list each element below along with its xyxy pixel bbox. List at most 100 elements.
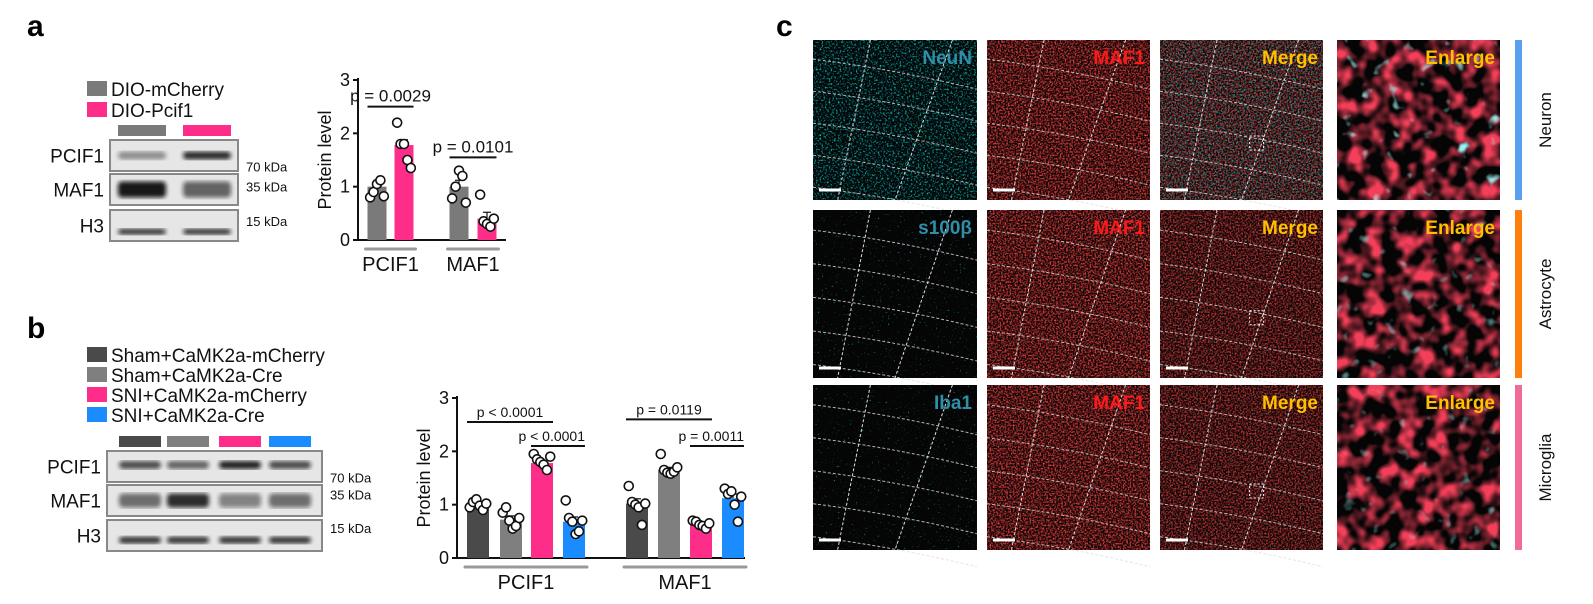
layer-boundary bbox=[1159, 58, 1324, 90]
data-point bbox=[623, 480, 635, 492]
lane-bar bbox=[119, 436, 161, 447]
channel-label: Enlarge bbox=[1425, 393, 1495, 414]
blot-size-label: 15 kDa bbox=[330, 521, 372, 536]
y-tick-label: 2 bbox=[340, 123, 350, 143]
panel-label-a: a bbox=[27, 10, 44, 43]
channel-label: s100β bbox=[918, 218, 972, 239]
legend-swatch bbox=[87, 367, 107, 382]
layer-boundary bbox=[1183, 209, 1218, 379]
layer-boundary bbox=[1010, 384, 1045, 551]
bar bbox=[658, 470, 680, 558]
legend-swatch bbox=[87, 102, 107, 117]
marker-signal bbox=[1160, 40, 1323, 200]
category-label: PCIF1 bbox=[362, 254, 419, 276]
blot-band bbox=[118, 228, 166, 235]
blot-size-label: 35 kDa bbox=[246, 179, 288, 194]
data-point bbox=[457, 170, 468, 182]
blot-band bbox=[118, 151, 166, 160]
blot-protein-label: PCIF1 bbox=[50, 147, 104, 168]
category-label: MAF1 bbox=[446, 254, 499, 276]
layer-boundary bbox=[1010, 39, 1045, 201]
blot-band bbox=[219, 460, 261, 469]
data-point bbox=[726, 486, 737, 497]
lane-bar bbox=[167, 436, 209, 447]
panel-label-c: c bbox=[776, 10, 793, 43]
layer-boundary bbox=[1159, 122, 1324, 154]
blot-band bbox=[269, 493, 311, 508]
bar bbox=[722, 498, 744, 558]
layer-boundary bbox=[1183, 39, 1218, 201]
y-tick-label: 1 bbox=[439, 495, 449, 515]
cell-type-bar bbox=[1515, 210, 1522, 378]
data-point bbox=[488, 213, 500, 224]
legend-label: Sham+CaMK2a-Cre bbox=[111, 366, 283, 387]
bar bbox=[531, 463, 553, 558]
layer-boundary bbox=[986, 330, 1151, 362]
marker-signal bbox=[1160, 385, 1323, 550]
blot-size-label: 35 kDa bbox=[330, 487, 372, 502]
legend-label: DIO-Pcif1 bbox=[111, 101, 193, 122]
p-value-label: p = 0.0119 bbox=[636, 401, 702, 417]
blot-band bbox=[183, 181, 231, 198]
maf1-signal bbox=[987, 210, 1150, 378]
layer-boundary bbox=[812, 58, 978, 90]
layer-boundary bbox=[812, 229, 978, 261]
y-axis-label: Protein level bbox=[315, 110, 335, 209]
zoom-region-box bbox=[1249, 310, 1265, 326]
western-blot-a: PCIF1 70 kDa MAF1 35 kDa H3 15 kDa bbox=[50, 125, 288, 242]
layer-boundary bbox=[986, 296, 1151, 328]
legend-swatch bbox=[87, 407, 107, 422]
y-tick-label: 3 bbox=[340, 70, 350, 90]
y-tick-label: 3 bbox=[439, 388, 449, 408]
data-point bbox=[703, 518, 715, 529]
data-point bbox=[378, 190, 390, 202]
blot-band bbox=[119, 493, 161, 508]
y-tick-label: 1 bbox=[340, 177, 350, 197]
layer-boundary bbox=[1183, 384, 1218, 551]
layer-boundary bbox=[837, 209, 871, 379]
marker-cells bbox=[1337, 40, 1500, 200]
layer-boundary bbox=[1159, 503, 1324, 535]
blot-band bbox=[118, 181, 166, 198]
blot-protein-label: H3 bbox=[77, 527, 101, 548]
data-point bbox=[576, 515, 588, 526]
legend-b: Sham+CaMK2a-mCherry Sham+CaMK2a-Cre SNI+… bbox=[87, 346, 325, 427]
layer-boundary bbox=[986, 437, 1151, 469]
layer-boundary bbox=[1159, 154, 1324, 186]
layer-boundary bbox=[1241, 39, 1300, 201]
data-point bbox=[636, 519, 648, 531]
layer-boundary bbox=[1068, 384, 1127, 551]
layer-boundary bbox=[812, 154, 978, 186]
lane-bar bbox=[269, 436, 311, 447]
data-point bbox=[735, 491, 747, 502]
lane-bar bbox=[183, 125, 231, 136]
cell-type-label: Astrocyte bbox=[1536, 259, 1555, 330]
data-point bbox=[541, 464, 553, 476]
layer-boundary bbox=[894, 39, 953, 201]
blot-size-label: 15 kDa bbox=[246, 214, 288, 229]
layer-boundary bbox=[812, 263, 978, 295]
marker-signal bbox=[1160, 210, 1323, 378]
blot-band bbox=[167, 493, 209, 508]
layer-boundary bbox=[837, 384, 871, 551]
channel-label: MAF1 bbox=[1093, 218, 1145, 239]
blot-band bbox=[119, 460, 161, 469]
zoom-region-box bbox=[1249, 135, 1265, 151]
layer-boundary bbox=[986, 503, 1151, 535]
layer-boundary bbox=[812, 330, 978, 362]
data-point bbox=[513, 512, 525, 524]
panel-label-b: b bbox=[27, 312, 45, 345]
data-point bbox=[500, 502, 512, 513]
marker-cells bbox=[1337, 210, 1500, 378]
data-point bbox=[398, 138, 410, 150]
layer-boundary bbox=[812, 437, 978, 469]
layer-boundary bbox=[986, 229, 1151, 261]
channel-label: Iba1 bbox=[934, 393, 972, 414]
data-point bbox=[460, 197, 472, 208]
lane-bar bbox=[219, 436, 261, 447]
layer-boundary bbox=[986, 536, 1151, 568]
layer-boundary bbox=[986, 470, 1151, 502]
layer-boundary bbox=[1159, 229, 1324, 261]
